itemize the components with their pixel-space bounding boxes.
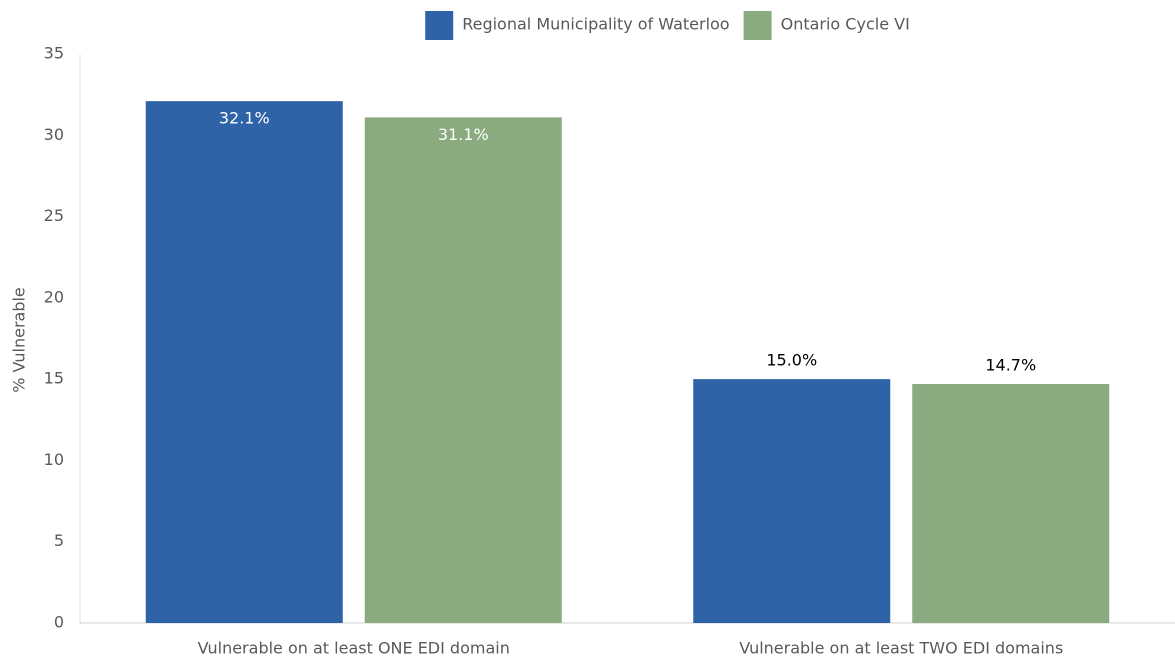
bar	[912, 384, 1110, 623]
y-tick-label: 10	[44, 450, 64, 469]
legend-label: Regional Municipality of Waterloo	[462, 15, 729, 34]
legend-swatch	[425, 11, 454, 40]
legend-label: Ontario Cycle VI	[781, 15, 910, 34]
bar	[693, 379, 891, 623]
data-label: 15.0%	[766, 351, 817, 370]
y-axis-label: % Vulnerable	[10, 287, 29, 393]
legend-swatch	[743, 11, 772, 40]
y-tick-label: 20	[44, 287, 64, 306]
y-tick-label: 30	[44, 125, 64, 144]
data-label: 14.7%	[985, 356, 1036, 375]
y-tick-label: 25	[44, 206, 64, 225]
y-tick-label: 35	[44, 44, 64, 63]
data-label: 32.1%	[219, 109, 270, 128]
bar	[364, 117, 562, 623]
bar	[145, 101, 343, 624]
y-tick-label: 0	[54, 613, 64, 632]
x-tick-label: Vulnerable on at least TWO EDI domains	[739, 639, 1063, 658]
data-label: 31.1%	[438, 125, 489, 144]
x-tick-label: Vulnerable on at least ONE EDI domain	[198, 639, 510, 658]
y-tick-label: 5	[54, 531, 64, 550]
y-tick-label: 15	[44, 369, 64, 388]
